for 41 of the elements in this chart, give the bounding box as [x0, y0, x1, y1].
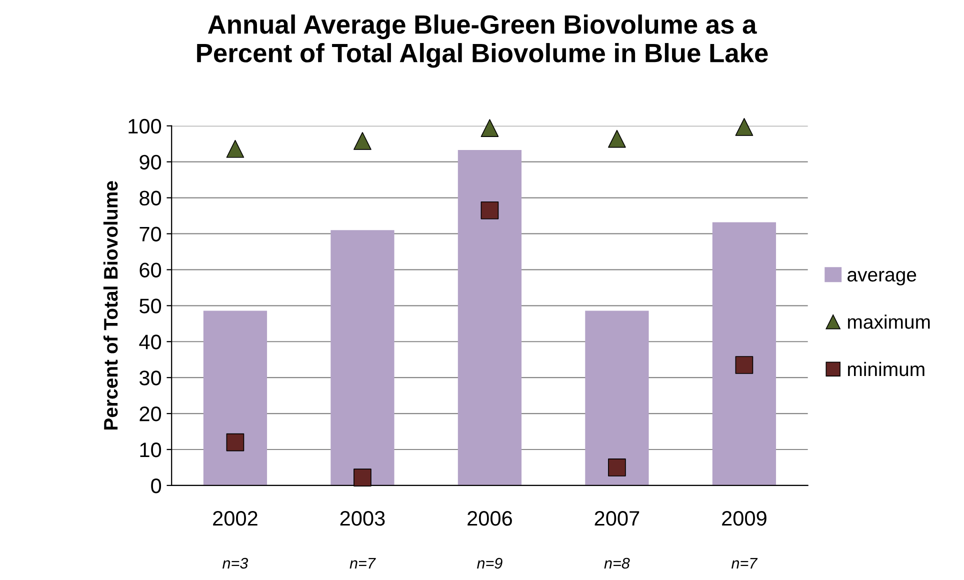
y-tick-label: 70 — [140, 226, 162, 242]
point — [608, 458, 626, 476]
legend-label: average — [848, 270, 916, 286]
point — [354, 468, 372, 486]
y-tick-label: 0 — [151, 478, 162, 494]
text: n=7 — [350, 558, 376, 569]
x-tick-label: 2003 — [340, 511, 385, 526]
y-tick-label: 90 — [140, 154, 162, 170]
point — [735, 356, 754, 374]
point — [608, 130, 626, 148]
bar — [712, 222, 776, 486]
text: n=9 — [477, 558, 502, 569]
y-tick-label: 30 — [139, 370, 162, 386]
x-tick-label: 2009 — [722, 511, 766, 526]
legend-label: minimum — [848, 362, 924, 376]
text: n=7 — [732, 558, 758, 569]
y-tick-label: 50 — [140, 298, 162, 314]
text: n=8 — [604, 558, 630, 569]
y-axis-title: Percent of Total Biovolume — [103, 181, 118, 430]
point — [480, 201, 499, 220]
bar — [458, 150, 522, 486]
point — [735, 118, 754, 136]
x-tick-label: 2006 — [468, 511, 512, 526]
y-tick-label: 40 — [139, 334, 162, 350]
y-tick-label: 80 — [140, 190, 162, 206]
bar — [585, 310, 649, 486]
legend-label: maximum — [848, 314, 930, 329]
bar — [203, 310, 268, 486]
chart-title: Annual Average Blue-Green Biovolume as a Percent of Total Algal Biovolume in Blue Lake — [197, 14, 768, 68]
y-tick-label: 60 — [140, 262, 162, 278]
y-tick-label: 20 — [140, 406, 162, 422]
bar — [330, 230, 394, 486]
point — [226, 433, 244, 452]
point — [354, 132, 372, 150]
x-tick-label: 2002 — [213, 511, 258, 526]
y-tick-label: 100 — [128, 118, 162, 134]
x-tick-label: 2007 — [594, 511, 640, 526]
text: n=3 — [222, 558, 248, 569]
point — [226, 140, 244, 158]
point — [480, 119, 499, 137]
y-tick-label: 10 — [140, 442, 162, 458]
